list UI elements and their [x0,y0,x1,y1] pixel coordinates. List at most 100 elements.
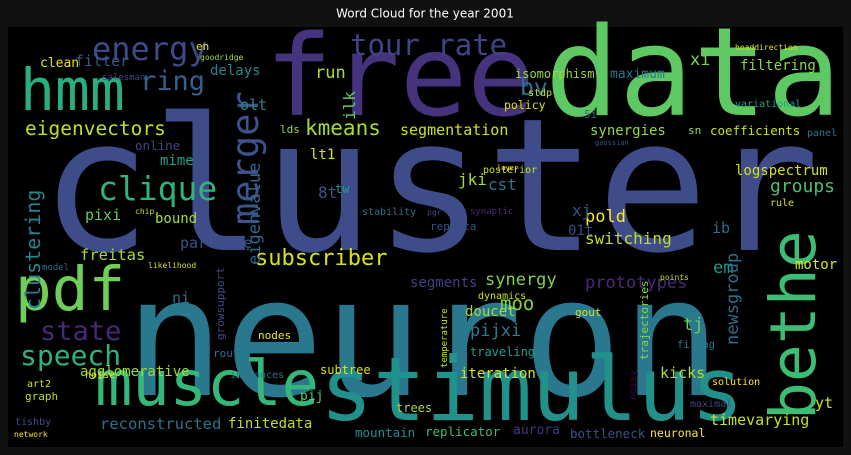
word: mountain [355,425,415,440]
word: synergies [590,123,666,139]
word: posterior [483,165,537,176]
word: stability [362,207,416,218]
word: tour rate [350,28,507,62]
word: 8t [318,183,337,202]
word: layer [497,164,518,172]
word: em [713,258,733,278]
word: growsupport [214,267,227,340]
word: dynamics [478,291,526,302]
word: pij [300,389,323,404]
word: hmm [20,56,125,124]
word: moo [500,293,534,315]
word: filtering [740,58,816,74]
word: yt [815,394,833,412]
word: bethe [757,230,830,420]
word: mime [160,153,194,169]
word: kicks [660,364,705,382]
word: replica [430,220,476,233]
word: synaptic [470,207,513,217]
word: nodes [258,329,291,342]
word: finitedata [228,416,312,432]
word: eigenvectors [25,117,166,140]
word: motor [795,257,837,273]
word: policy [504,98,546,112]
plot-area [8,27,843,447]
word: energy [92,30,208,68]
word: stdp [528,88,552,99]
word: tj [683,315,703,335]
word: cluster [40,78,820,294]
word: pijxi [470,321,521,341]
word: points [660,273,689,282]
word: tw [335,182,350,196]
word: gaussian [595,139,629,147]
word: instances [230,370,284,381]
word: maximal [690,399,732,410]
word: groups [770,176,835,197]
word: timevarying [710,411,809,429]
word: merger [224,91,267,225]
word: eigenvalue [245,163,265,265]
word: particle [180,234,252,252]
word: lds [280,123,300,136]
word: kmeans [305,116,381,140]
word: neuronal [650,426,705,440]
word: graph [25,390,58,403]
word: bottleneck [570,426,646,441]
word: free [265,12,535,142]
word: coefficients [710,123,800,138]
word: reconstructed [100,415,221,433]
word: subscriber [255,246,387,271]
word: model [42,263,69,273]
word: switching [585,229,672,248]
word: chip [135,207,154,216]
word: sn [688,124,701,137]
word: noise [85,370,115,381]
word: trajectories [638,281,651,360]
word: bv [520,75,548,101]
word: bound [155,211,197,227]
word: maximum [610,67,665,82]
word: segments [410,275,477,291]
word: clustering [21,190,45,310]
word: run [315,63,346,83]
word: trees [396,401,432,415]
word: filter [75,52,129,70]
word: ni [172,289,190,307]
word: traveling [470,345,535,359]
word: 5i [584,108,597,121]
word: ib [712,219,730,237]
word: iteration [460,366,536,382]
word: clean [40,56,79,71]
word: subtree [320,363,371,377]
word: firing [677,339,715,351]
word: neuron [125,242,721,434]
word: ring [140,66,205,97]
word: pold [585,207,626,227]
word: online [135,138,180,153]
word: pdf [15,254,125,325]
word: solution [712,377,760,388]
word: variational [735,99,801,110]
word: freitas [80,246,145,264]
word: stimulus [320,338,744,441]
word: temperature [440,308,450,368]
word: segmentation [400,121,508,139]
word: network [14,430,48,439]
word: speech [20,339,121,372]
word: noisy [628,370,639,400]
word: panel [807,128,837,139]
word: tishby [15,417,51,428]
word: state [40,316,121,347]
word: rout [213,347,240,360]
word: muscle [95,347,319,420]
word: pixi [85,206,121,224]
word: cst [488,175,517,194]
word: logspectrum [735,163,828,179]
word: goodridge [200,53,244,62]
chart-title: Word Cloud for the year 2001 [336,7,514,21]
word: gout [575,306,602,319]
